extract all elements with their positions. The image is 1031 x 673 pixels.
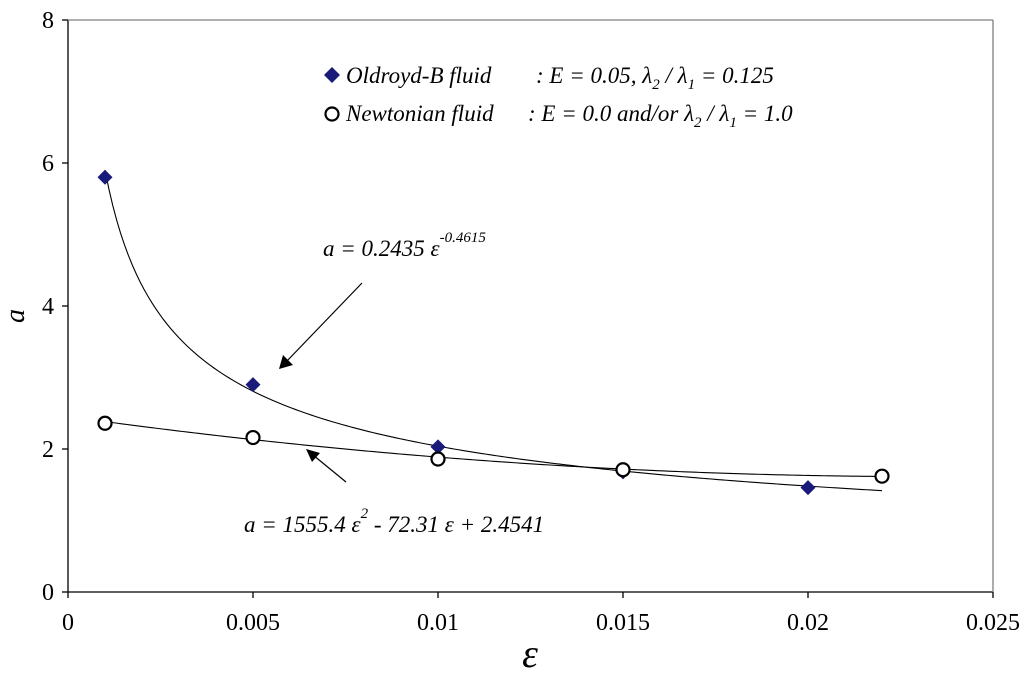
svg-text:Newtonian fluid : E = 0.: Newtonian fluid : E = 0.0 and/or λ2 / λ1… bbox=[345, 101, 793, 131]
annotation-power-arrowhead bbox=[279, 355, 293, 369]
data-points bbox=[97, 169, 890, 496]
legend-marker-newtonian bbox=[324, 106, 340, 122]
legend-param-oldroyd: : E = 0.05, λ2 / λ1 = 0.125 bbox=[536, 63, 774, 93]
x-tick-label: 0.005 bbox=[226, 610, 280, 636]
y-tick-label: 2 bbox=[42, 437, 54, 463]
point-newtonian bbox=[615, 462, 631, 478]
y-tick-label: 4 bbox=[42, 294, 54, 320]
annotation-power-arrow bbox=[285, 282, 363, 363]
legend: Oldroyd-B fluid : E = 0.05, λ2 / λ1 = 0.… bbox=[324, 63, 793, 131]
annotation-poly-fit: a = 1555.4 ε2 - 72.31 ε + 2.4541 bbox=[244, 506, 544, 537]
fit-curve-power bbox=[104, 169, 883, 492]
svg-text:Oldroyd-B fluid : E = 0.: Oldroyd-B fluid : E = 0.05, λ2 / λ1 = 0.… bbox=[346, 63, 774, 93]
x-tick-label: 0.01 bbox=[417, 610, 459, 636]
point-oldroyd-b bbox=[430, 439, 446, 455]
annotations: a = 0.2435 ε-0.4615 a = 1555.4 ε2 - 72.3… bbox=[244, 230, 544, 537]
point-newtonian bbox=[430, 451, 446, 467]
annotation-poly-arrowhead bbox=[306, 449, 320, 462]
legend-marker-oldroyd bbox=[324, 67, 340, 83]
fit-curve-polynomial bbox=[104, 421, 883, 477]
point-oldroyd-b bbox=[800, 480, 816, 496]
x-axis-title: ε bbox=[522, 631, 538, 673]
y-tick-label: 8 bbox=[42, 8, 54, 34]
point-newtonian bbox=[97, 415, 113, 431]
x-tick-label: 0.025 bbox=[966, 610, 1020, 636]
ticks: 0 0.005 0.01 0.015 0.02 0.025 0 2 4 6 8 bbox=[42, 8, 1020, 636]
point-oldroyd-b bbox=[97, 169, 113, 185]
x-tick-label: 0.015 bbox=[596, 610, 650, 636]
x-tick-label: 0 bbox=[62, 610, 74, 636]
annotation-poly-arrow bbox=[312, 454, 347, 483]
fit-curves bbox=[104, 169, 883, 492]
legend-label-oldroyd: Oldroyd-B fluid bbox=[346, 63, 492, 88]
point-newtonian bbox=[874, 468, 890, 484]
y-axis-title: a bbox=[0, 309, 31, 323]
legend-label-newtonian: Newtonian fluid bbox=[345, 101, 494, 126]
point-oldroyd-b bbox=[245, 377, 261, 393]
point-newtonian bbox=[245, 429, 261, 446]
annotation-power-fit: a = 0.2435 ε-0.4615 bbox=[323, 230, 486, 261]
y-tick-label: 0 bbox=[42, 580, 54, 606]
legend-param-newtonian: : E = 0.0 and/or λ2 / λ1 = 1.0 bbox=[528, 101, 793, 131]
x-tick-label: 0.02 bbox=[787, 610, 829, 636]
y-tick-label: 6 bbox=[42, 151, 54, 177]
